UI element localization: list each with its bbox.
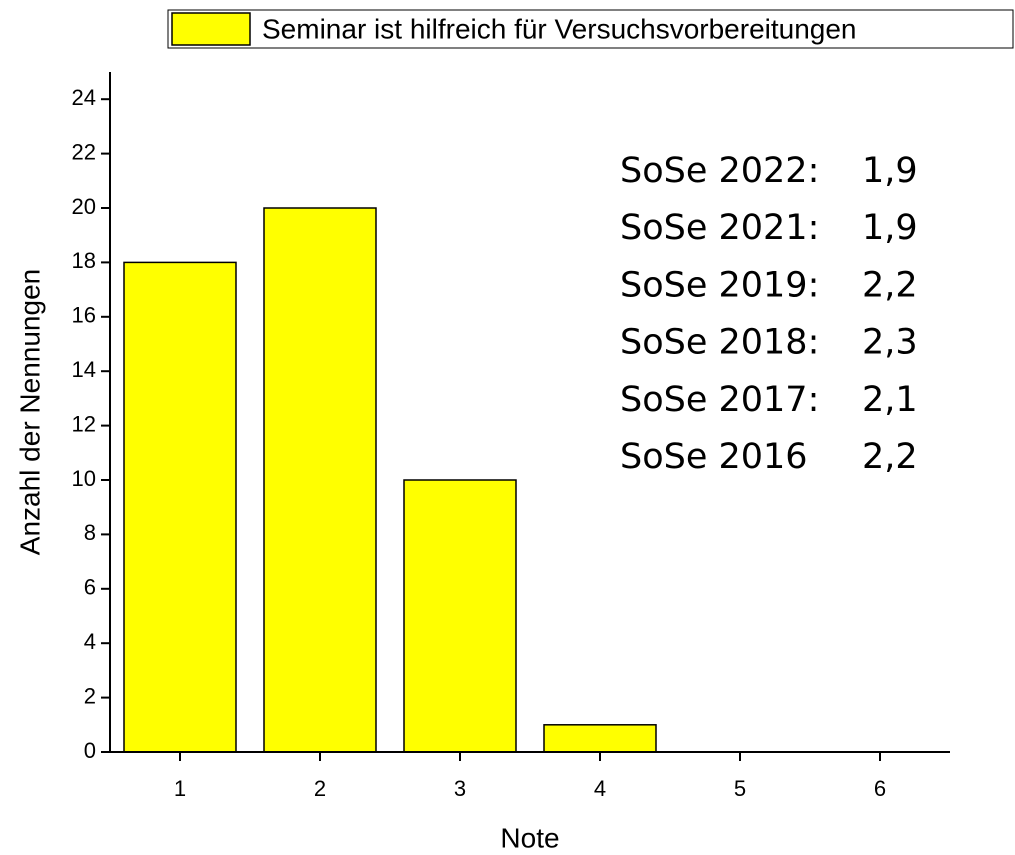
y-tick-label: 6 <box>84 575 96 600</box>
bar <box>403 479 517 753</box>
y-tick-label: 4 <box>84 629 96 654</box>
legend-frame <box>167 9 1014 49</box>
y-axis-title: Anzahl der Nennungen <box>14 269 45 555</box>
annotation-value: 2,2 <box>862 437 918 477</box>
y-tick-label: 2 <box>84 683 96 708</box>
annotation-label: SoSe 2021: <box>620 208 819 248</box>
y-tick-label: 8 <box>84 520 96 545</box>
y-tick-label: 20 <box>72 194 96 219</box>
x-tick-label: 5 <box>734 776 746 801</box>
x-tick-label: 4 <box>594 776 606 801</box>
y-tick-label: 16 <box>72 303 96 328</box>
annotation-label: SoSe 2019: <box>620 265 819 305</box>
y-tick-label: 18 <box>72 248 96 273</box>
legend-swatch <box>171 12 251 46</box>
annotation-label: SoSe 2017: <box>620 380 819 420</box>
y-tick-label: 22 <box>72 139 96 164</box>
annotation-label: SoSe 2018: <box>620 323 819 363</box>
y-tick-label: 12 <box>72 411 96 436</box>
y-tick-label: 24 <box>72 85 96 110</box>
x-tick-label: 1 <box>174 776 186 801</box>
annotation-value: 2,1 <box>862 380 918 420</box>
annotation-label: SoSe 2016 <box>620 437 808 477</box>
y-tick-label: 10 <box>72 466 96 491</box>
legend-label: Seminar ist hilfreich für Versuchsvorber… <box>262 13 857 44</box>
annotation-value: 2,3 <box>862 323 918 363</box>
annotation-value: 1,9 <box>862 151 918 191</box>
x-tick-label: 2 <box>314 776 326 801</box>
x-axis-title: Note <box>500 822 559 853</box>
y-tick-label: 14 <box>72 357 96 382</box>
annotation-label: SoSe 2022: <box>620 151 819 191</box>
bar <box>123 261 237 753</box>
x-tick-label: 3 <box>454 776 466 801</box>
bar <box>543 724 657 753</box>
bar <box>263 207 377 753</box>
x-tick-label: 6 <box>874 776 886 801</box>
annotation-value: 2,2 <box>862 265 918 305</box>
y-tick-label: 0 <box>84 738 96 763</box>
annotation-value: 1,9 <box>862 208 918 248</box>
